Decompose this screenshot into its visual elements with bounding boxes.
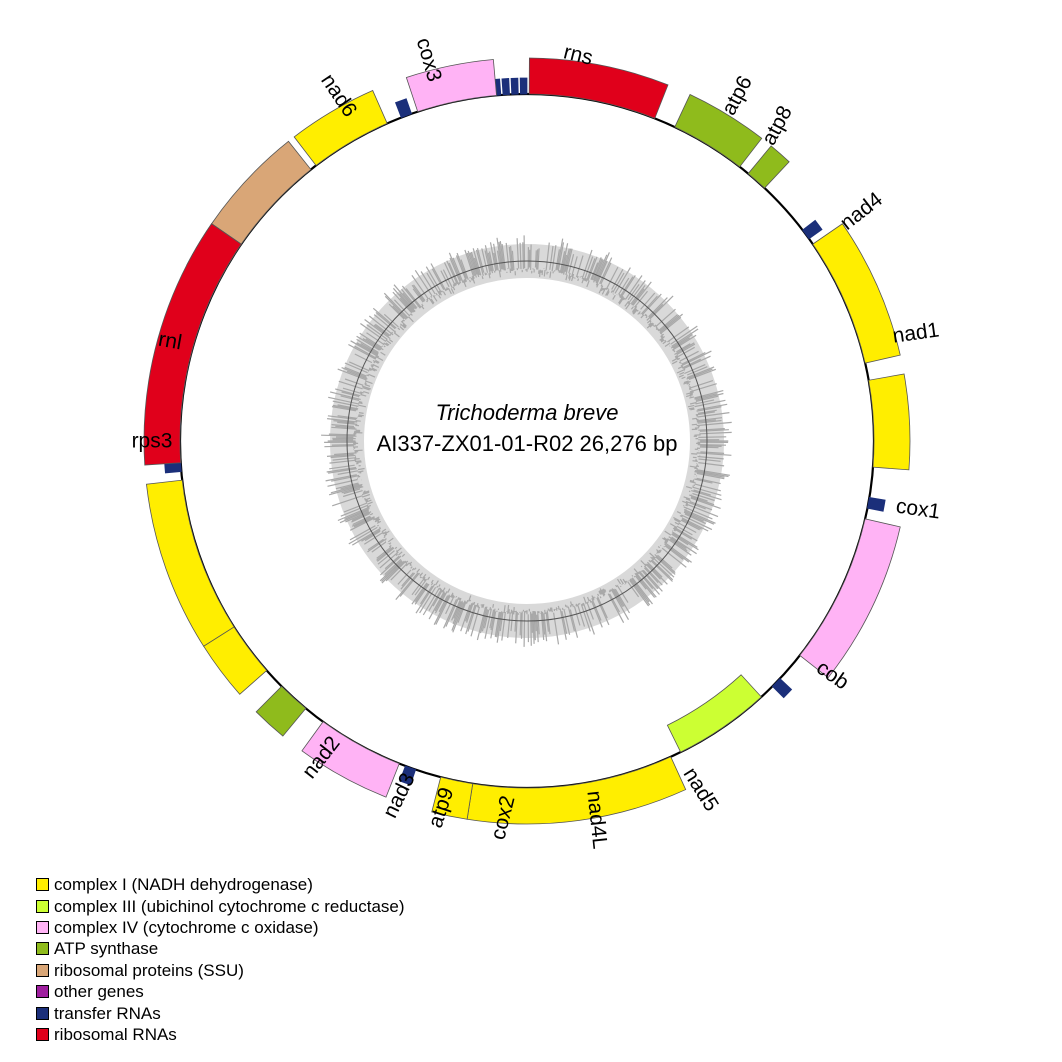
- legend-swatch: [36, 1006, 49, 1020]
- nad4-label: nad4: [836, 188, 887, 235]
- legend-swatch: [36, 942, 49, 956]
- atp6-gene-block: [674, 93, 763, 168]
- atp6-label: atp6: [717, 72, 756, 119]
- trna-gene-block: [771, 677, 793, 699]
- legend-swatch: [36, 920, 49, 934]
- trna-gene-block: [510, 77, 519, 95]
- legend-label: complex I (NADH dehydrogenase): [54, 875, 313, 895]
- trna-gene-block: [501, 78, 510, 96]
- trna-gene-block: [519, 77, 528, 95]
- gc-midline: [346, 260, 708, 622]
- nad2-gene-block: [146, 479, 235, 647]
- legend-item: complex I (NADH dehydrogenase): [36, 874, 405, 895]
- trna-gene-block: [801, 219, 823, 240]
- atp8-gene-block: [747, 145, 790, 189]
- legend-item: transfer RNAs: [36, 1002, 405, 1023]
- cox3-gene-block: [405, 59, 497, 113]
- nad1-gene-block: [868, 373, 911, 471]
- nad4L-label: nad4L: [582, 790, 611, 850]
- nad6-gene-block: [293, 89, 388, 167]
- trna-gene-block: [399, 765, 417, 786]
- trna-gene-block: [866, 496, 886, 512]
- rps3-gene-block: [211, 140, 312, 245]
- legend: complex I (NADH dehydrogenase) complex II…: [36, 874, 405, 1045]
- strain-length: AI337-ZX01-01-R02 26,276 bp: [377, 431, 678, 456]
- legend-label: ATP synthase: [54, 939, 159, 959]
- gc-content-spikes: [321, 235, 732, 647]
- legend-item: complex IV (cytochrome c oxidase): [36, 917, 405, 938]
- legend-item: ribosomal RNAs: [36, 1024, 405, 1045]
- legend-label: other genes: [54, 982, 144, 1002]
- rnl-gene-block: [143, 223, 242, 466]
- atp9-label: atp9: [424, 785, 459, 831]
- nad4-gene-block: [812, 223, 901, 364]
- legend-swatch: [36, 1027, 49, 1041]
- legend-label: transfer RNAs: [54, 1003, 161, 1023]
- legend-item: ATP synthase: [36, 938, 405, 959]
- atp8-label: atp8: [757, 102, 796, 149]
- legend-item: complex III (ubichinol cytochrome c redu…: [36, 895, 405, 916]
- atp9-gene-block: [255, 685, 307, 737]
- trna-gene-block: [394, 98, 413, 119]
- cox1-gene-block: [799, 518, 901, 679]
- legend-label: complex IV (cytochrome c oxidase): [54, 917, 319, 937]
- gene-track: [143, 57, 911, 825]
- species-name: Trichoderma breve: [436, 400, 619, 425]
- rnl-label: rnl: [157, 328, 184, 355]
- legend-item: other genes: [36, 981, 405, 1002]
- rns-gene-block: [528, 57, 669, 119]
- nad1-label: nad1: [891, 318, 940, 347]
- legend-swatch: [36, 878, 49, 892]
- legend-label: complex III (ubichinol cytochrome c redu…: [54, 896, 405, 916]
- legend-item: ribosomal proteins (SSU): [36, 960, 405, 981]
- legend-swatch: [36, 899, 49, 913]
- legend-swatch: [36, 963, 49, 977]
- nad4L-gene-block: [431, 776, 474, 820]
- legend-swatch: [36, 985, 49, 999]
- legend-label: ribosomal RNAs: [54, 1024, 177, 1044]
- gc-content-ring: [321, 235, 732, 647]
- cob-gene-block: [666, 674, 762, 753]
- rps3-label: rps3: [132, 430, 173, 453]
- legend-label: ribosomal proteins (SSU): [54, 960, 244, 980]
- cox1-label: cox1: [895, 495, 942, 524]
- cox2-gene-block: [301, 721, 400, 798]
